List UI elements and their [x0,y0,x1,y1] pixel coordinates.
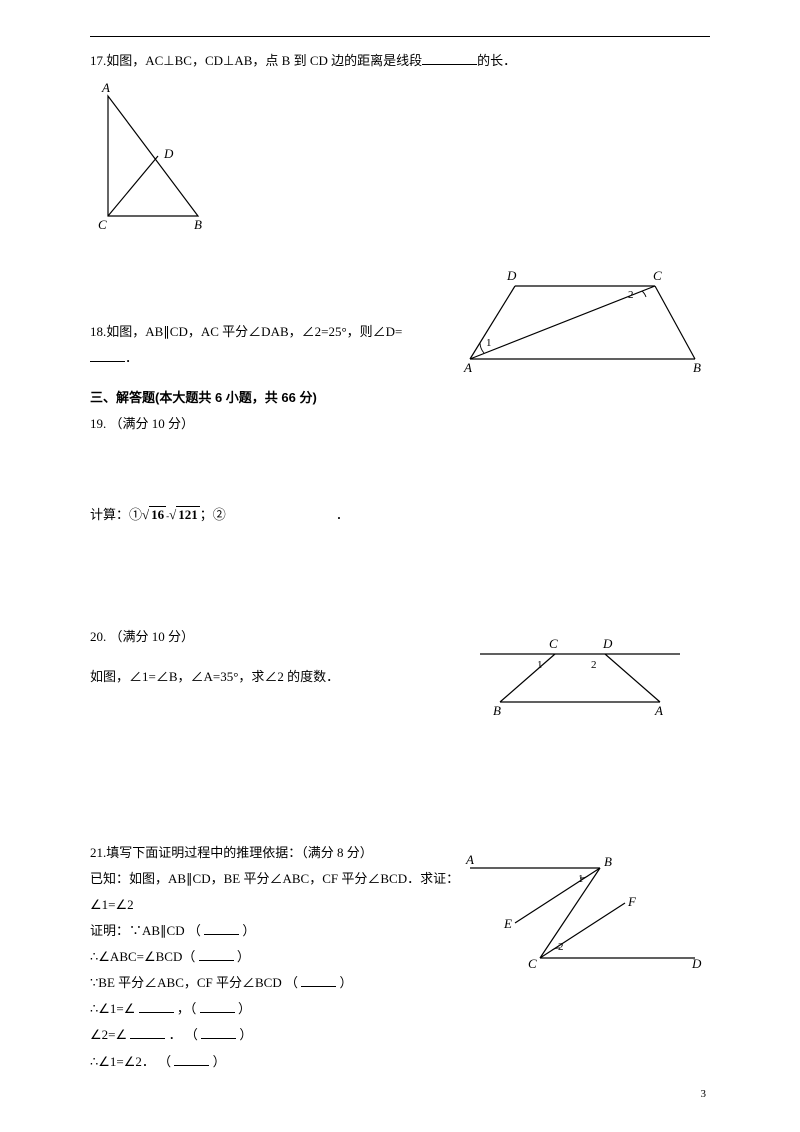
svg-text:D: D [506,268,517,283]
svg-text:E: E [503,916,512,931]
q17-a: 17.如图，AC⊥BC，CD⊥AB，点 B 到 CD 边的距离是线段 [90,53,422,68]
q21-p4: ∴∠1=∠ ，（ ） [90,998,710,1020]
sqrt-121: √121 [169,504,200,526]
q18-a: 18.如图，AB∥CD，AC 平分∠DAB，∠2=25°，则∠D= [90,324,402,339]
q21-b4a [139,1000,174,1013]
svg-text:A: A [463,360,472,374]
svg-text:F: F [627,894,637,909]
svg-text:2: 2 [628,289,634,301]
spacer-19a [90,439,710,504]
q21-p2b: ） [237,949,250,964]
q21-p3b: ） [340,975,353,990]
svg-text:D: D [602,636,613,651]
q19-label: 计算：① [90,507,142,522]
q21-b4b [200,1000,235,1013]
q21-p5c: ） [239,1027,252,1042]
svg-text:1: 1 [537,659,543,671]
svg-text:A: A [465,852,474,867]
q21-p6b: ） [213,1054,226,1069]
sqrt-16: √16 [142,504,166,526]
q21-b5a [130,1026,165,1039]
q19-end: ． [336,507,349,522]
q21-p3a: ∵BE 平分∠ABC，CF 平分∠BCD （ [90,975,298,990]
q21-p5: ∠2=∠ ． （ ） [90,1024,710,1046]
svg-text:A: A [654,703,663,717]
q21-p6: ∴∠1=∠2． （ ） [90,1051,710,1073]
q21-p1a: 证明：∵AB∥CD （ [90,923,201,938]
svg-text:B: B [604,854,612,869]
q21-b6 [174,1053,209,1066]
svg-text:1: 1 [578,873,584,885]
q17-text: 17.如图，AC⊥BC，CD⊥AB，点 B 到 CD 边的距离是线段 的长． [90,50,710,72]
q21-figure: A B E F C D 1 2 [460,848,710,978]
q19-mid: ；② [200,507,226,522]
q20-figure: C D B A 1 2 [475,632,685,717]
svg-text:C: C [653,268,662,283]
q21-p2a: ∴∠ABC=∠BCD（ [90,949,195,964]
svg-text:D: D [691,956,702,971]
svg-text:B: B [194,217,202,232]
svg-text:C: C [549,636,558,651]
q21-b3 [301,974,336,987]
q18-figure: A B D C 1 2 [450,264,710,374]
q18-blank [90,349,125,362]
q21-p6a: ∴∠1=∠2． （ [90,1054,171,1069]
spacer-19b [90,531,710,626]
svg-text:B: B [493,703,501,717]
svg-text:B: B [693,360,701,374]
q21-b5b [201,1026,236,1039]
svg-text:A: A [101,80,110,95]
q18-dot: ． [125,350,138,365]
q21-p5b: ． （ [169,1027,198,1042]
q19-head: 19. （满分 10 分） [90,413,710,435]
q21-p5a: ∠2=∠ [90,1027,127,1042]
q21-p4c: ） [238,1001,251,1016]
q21-p4b: ，（ [177,1001,197,1016]
svg-text:D: D [163,146,174,161]
q19-calc: 计算：①√16-√121；②． [90,504,710,526]
page-top-rule [90,36,710,37]
svg-text:2: 2 [591,659,597,671]
q17-figure: A C B D [88,76,238,236]
q21-p4a: ∴∠1=∠ [90,1001,135,1016]
q17-blank [422,52,477,65]
q17-b: 的长． [477,53,516,68]
svg-text:C: C [98,217,107,232]
q21-b1 [204,922,239,935]
page-number: 3 [701,1088,707,1100]
svg-text:C: C [528,956,537,971]
section3-heading: 三、解答题(本大题共 6 小题，共 66 分) [90,387,710,409]
svg-text:2: 2 [558,941,564,953]
q21-b2 [199,948,234,961]
svg-text:1: 1 [486,337,492,349]
q21-p1b: ） [242,923,255,938]
